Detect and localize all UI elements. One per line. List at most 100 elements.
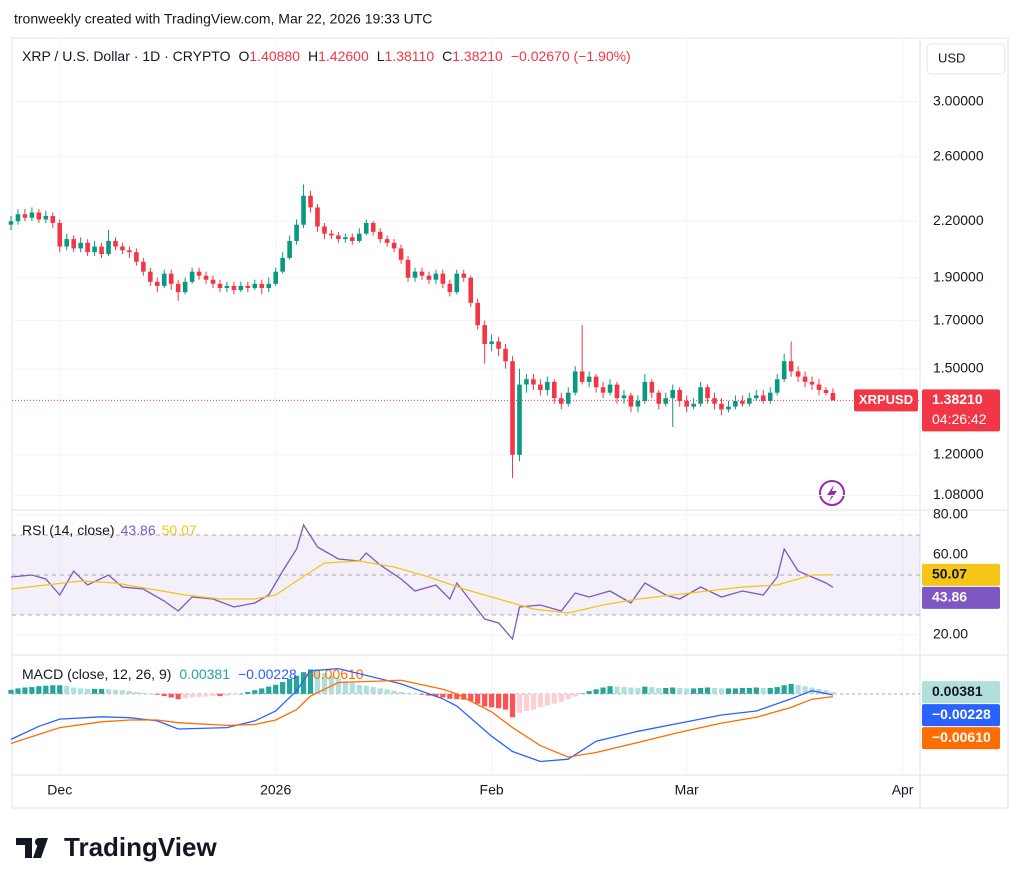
candle-body — [607, 384, 613, 393]
candle-body — [329, 233, 334, 236]
histogram-bar — [328, 675, 335, 694]
histogram-bar — [593, 689, 599, 694]
histogram-bar — [544, 693, 550, 706]
candle-body — [447, 283, 453, 293]
histogram-bar — [293, 675, 300, 694]
histogram-bar — [391, 690, 397, 694]
candle-body — [78, 242, 83, 249]
legend: RSI (14, close) 43.86 50.07 — [22, 522, 197, 538]
histogram-bar — [252, 690, 258, 694]
candle-body — [350, 237, 355, 241]
histogram-bar — [398, 692, 404, 694]
histogram-bar — [656, 687, 662, 694]
histogram-bar — [175, 693, 181, 700]
histogram-bar — [412, 693, 418, 695]
candle-body — [412, 271, 418, 278]
histogram-bar — [377, 688, 383, 694]
candle-body — [600, 387, 606, 393]
candle-body — [161, 273, 167, 286]
histogram-bar — [147, 693, 153, 695]
candle-body — [203, 275, 209, 280]
histogram-bar — [15, 688, 21, 694]
value-badge-bg — [922, 563, 1000, 586]
histogram-bar — [91, 688, 98, 694]
histogram-bar — [259, 688, 265, 694]
candle-body — [454, 273, 460, 293]
histogram-bar — [475, 693, 481, 704]
histogram-bar — [133, 692, 139, 694]
candle-body — [315, 207, 320, 227]
candle-body — [36, 212, 42, 220]
legend: MACD (close, 12, 26, 9) 0.00381 −0.00228 −0… — [22, 666, 364, 682]
y-tick-label: 1.08000 — [933, 486, 984, 502]
candle-body — [252, 283, 258, 288]
candle-body — [524, 379, 529, 385]
histogram-bar — [579, 693, 585, 694]
histogram-bar — [684, 688, 690, 694]
histogram-bar — [266, 686, 272, 694]
histogram-bar — [607, 686, 613, 694]
histogram-bar — [426, 693, 432, 696]
candle-body — [795, 371, 801, 377]
y-tick-label: 1.90000 — [933, 268, 984, 284]
candle-body — [196, 271, 202, 276]
legend: XRP / U.S. Dollar · 1D · CRYPTO O1.40880 H… — [22, 48, 631, 64]
histogram-bar — [349, 683, 355, 694]
currency-label[interactable]: USD — [938, 50, 965, 65]
histogram-bar — [628, 687, 634, 694]
histogram-bar — [677, 687, 683, 694]
currency-button[interactable] — [926, 43, 1006, 75]
candle-body — [726, 406, 731, 410]
flash-icon[interactable] — [819, 480, 845, 506]
histogram-bar — [774, 687, 780, 694]
candle-body — [175, 283, 181, 293]
candle-body — [50, 215, 56, 223]
histogram-bar — [551, 693, 557, 704]
histogram-bar — [691, 688, 697, 694]
candle-body — [579, 371, 585, 382]
candle-body — [99, 246, 104, 255]
brand-name: TradingView — [64, 832, 217, 862]
histogram-bar — [725, 688, 732, 694]
histogram-bar — [203, 693, 209, 697]
histogram-bar — [8, 689, 14, 694]
histogram-bar — [98, 688, 105, 694]
candle-body — [677, 389, 682, 401]
y-tick-label: 1.70000 — [933, 311, 984, 327]
histogram-bar — [112, 689, 119, 694]
histogram-bar — [558, 693, 564, 702]
x-tick-label: Mar — [675, 782, 699, 798]
x-tick-label: Apr — [892, 782, 914, 798]
indicator-title: RSI (14, close) — [22, 522, 115, 538]
histogram-bar — [482, 693, 488, 707]
histogram-bar — [565, 693, 571, 700]
legend-key: C — [442, 48, 452, 64]
candle-body — [684, 400, 689, 407]
histogram-bar — [57, 685, 63, 694]
histogram-bar — [50, 685, 56, 694]
candle-body — [461, 273, 467, 278]
candle-body — [433, 273, 439, 280]
value-badge: 43.86 — [932, 589, 967, 605]
candle-body — [57, 222, 63, 247]
legend-change: −0.02670 (−1.90%) — [511, 48, 631, 64]
histogram-bar — [126, 691, 133, 694]
legend-value: 43.86 — [121, 522, 156, 538]
candle-body — [572, 371, 578, 393]
candle-body — [538, 384, 543, 390]
value-badge: −0.00228 — [932, 706, 991, 722]
histogram-bar — [523, 693, 530, 711]
histogram-bar — [468, 693, 474, 702]
candle-body — [663, 398, 669, 404]
legend-value: −0.00610 — [305, 666, 364, 682]
histogram-bar — [600, 687, 606, 694]
histogram-bar — [300, 672, 307, 694]
histogram-bar — [767, 687, 773, 694]
histogram-bar — [314, 670, 321, 694]
candle-body — [106, 240, 111, 255]
candle-body — [788, 361, 794, 372]
candle-body — [503, 348, 508, 362]
histogram-bar — [718, 688, 725, 694]
candle-body — [301, 195, 306, 225]
